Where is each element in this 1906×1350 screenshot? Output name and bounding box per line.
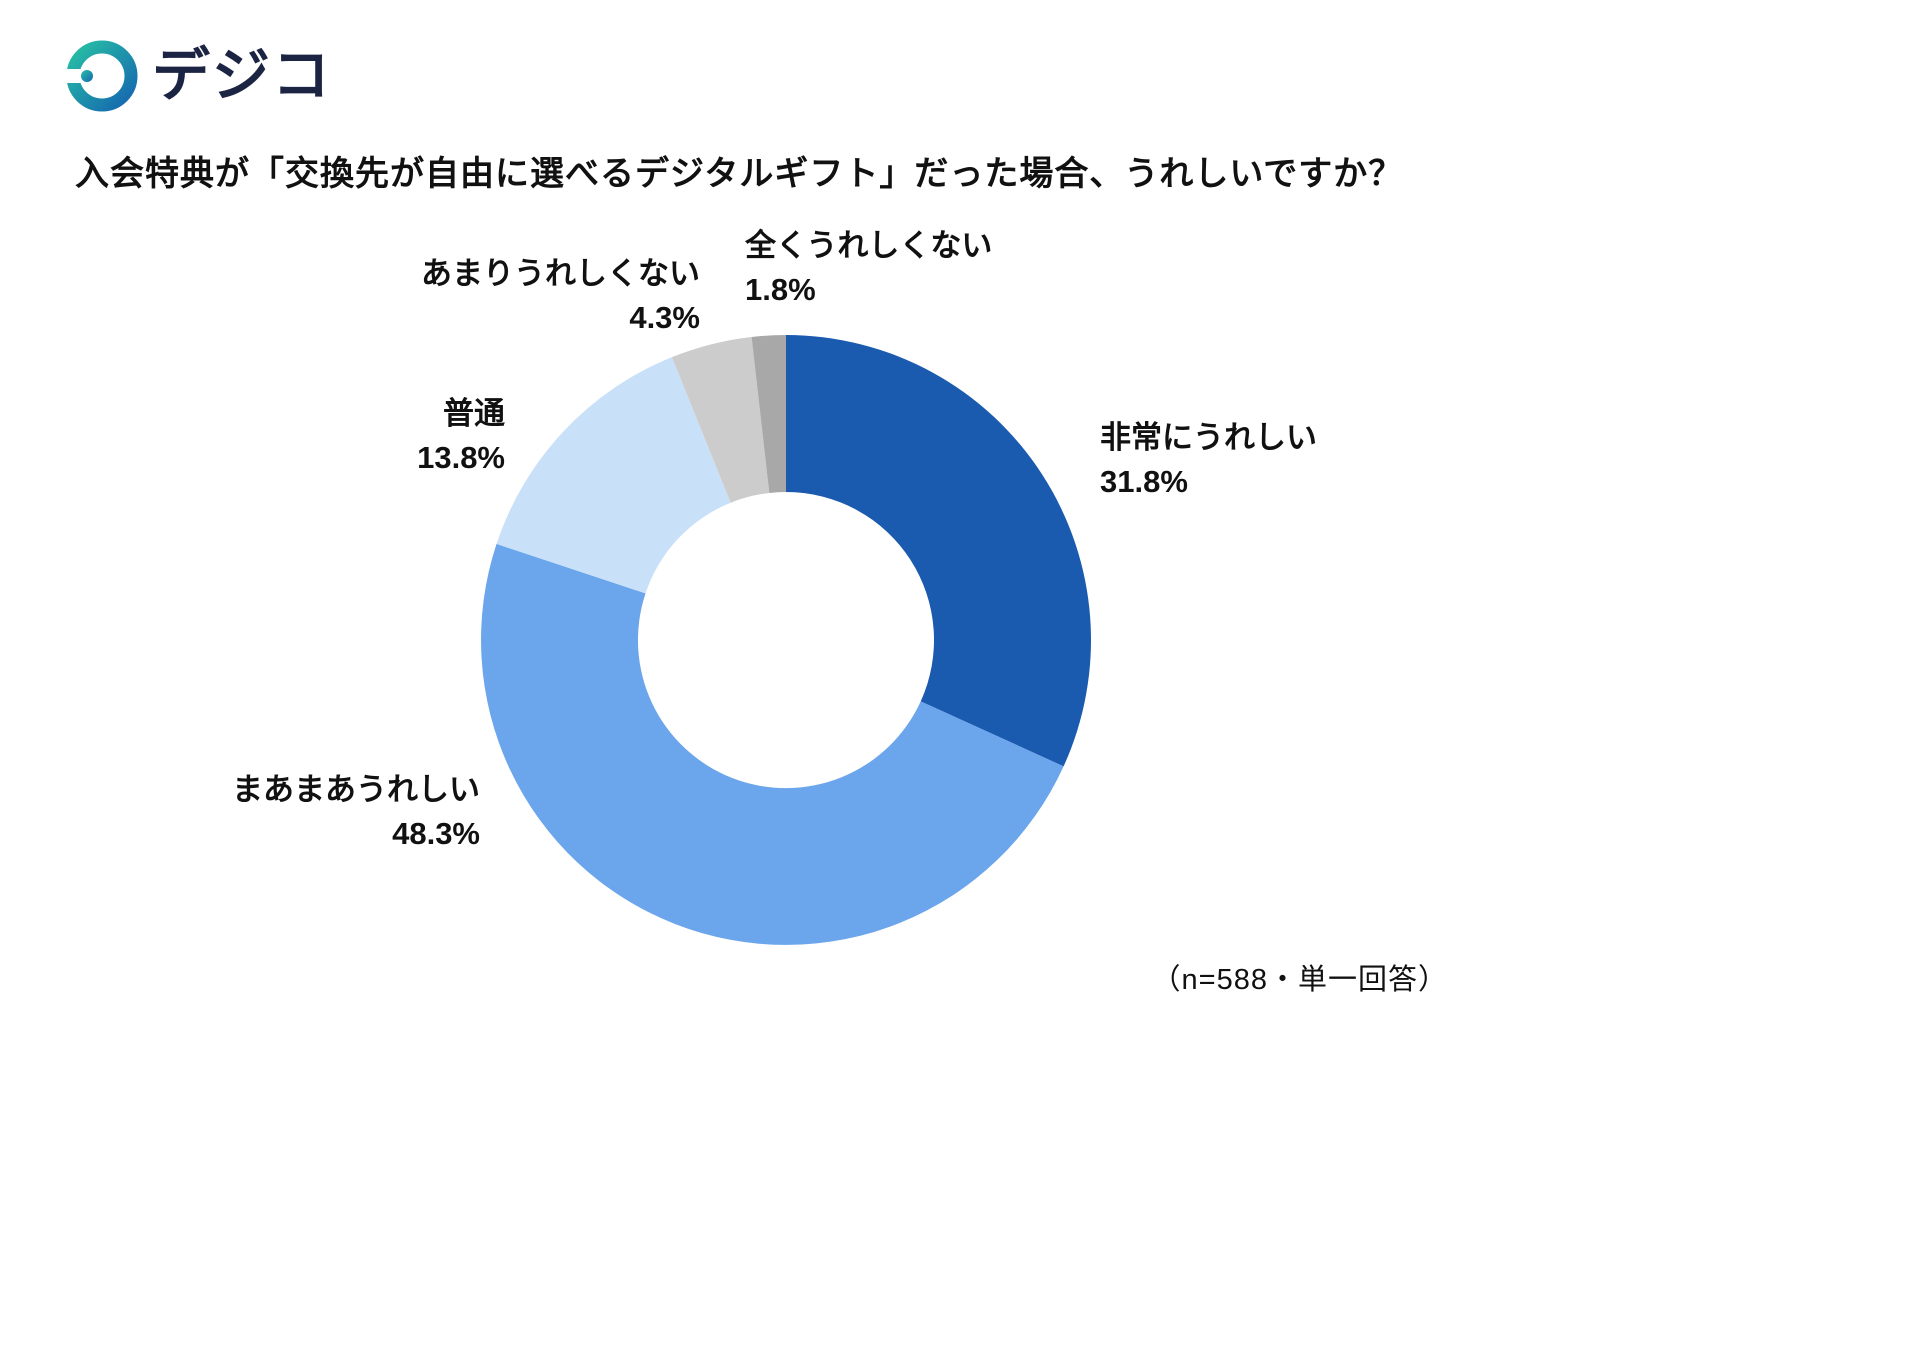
slice-label-percent: 48.3% bbox=[392, 816, 480, 851]
slice-label-name: 普通 bbox=[443, 396, 505, 431]
chart-title: 入会特典が「交換先が自由に選べるデジタルギフト」だった場合、うれしいですか？ bbox=[75, 155, 1404, 193]
donut-chart bbox=[481, 335, 1091, 945]
slice-label-very-happy: 非常にうれしい 31.8% bbox=[1100, 416, 1317, 504]
brand-logo-icon bbox=[66, 40, 138, 112]
donut-slice-3 bbox=[671, 336, 770, 503]
slice-label-name: あまりうれしくない bbox=[421, 256, 700, 291]
slice-label-percent: 1.8% bbox=[745, 272, 816, 307]
slice-label-percent: 4.3% bbox=[629, 300, 700, 335]
donut-slice-0 bbox=[786, 335, 1091, 767]
brand-logo: デジコ bbox=[66, 40, 332, 112]
slice-label-percent: 13.8% bbox=[417, 440, 505, 475]
slice-label-not-very-happy: あまりうれしくない 4.3% bbox=[421, 252, 700, 340]
slice-label-neutral: 普通 13.8% bbox=[417, 392, 505, 480]
sample-size-note: （n=588・単一回答） bbox=[1151, 964, 1448, 996]
slice-label-name: まあまあうれしい bbox=[232, 772, 480, 807]
slice-label-not-happy-at-all: 全くうれしくない 1.8% bbox=[745, 224, 992, 312]
slice-label-percent: 31.8% bbox=[1100, 464, 1188, 499]
slice-label-name: 非常にうれしい bbox=[1100, 420, 1317, 455]
donut-slice-1 bbox=[481, 543, 1064, 945]
brand-logo-text: デジコ bbox=[152, 43, 333, 108]
slice-label-name: 全くうれしくない bbox=[745, 228, 993, 263]
slice-label-somewhat-happy: まあまあうれしい 48.3% bbox=[232, 768, 480, 856]
donut-slice-4 bbox=[751, 335, 786, 493]
donut-slice-2 bbox=[496, 357, 731, 594]
